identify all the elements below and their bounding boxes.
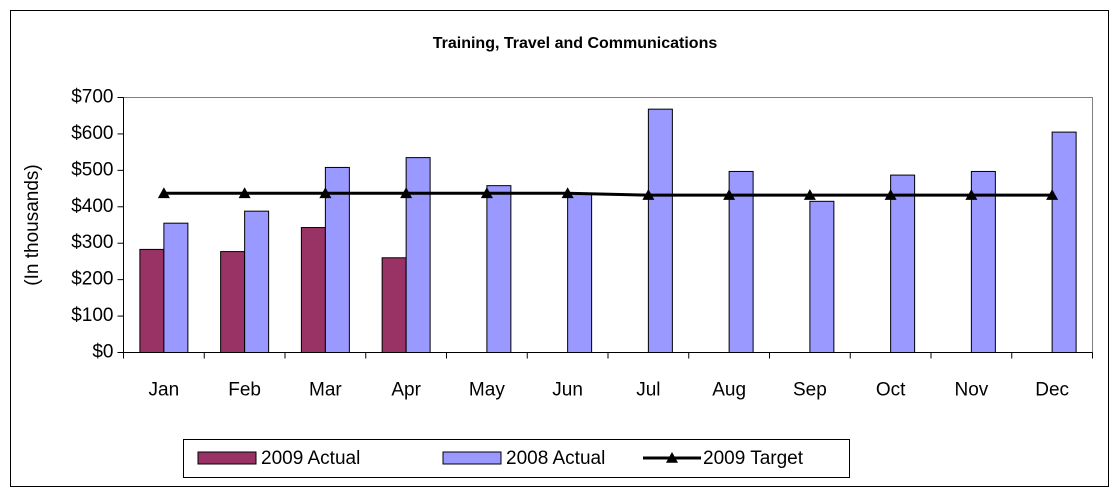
legend <box>183 439 850 478</box>
y-tick-label: $600 <box>71 123 113 144</box>
legend-swatch <box>197 451 257 465</box>
line <box>163 191 1053 197</box>
bar <box>809 200 835 353</box>
bar <box>381 257 407 353</box>
bar <box>220 251 246 353</box>
x-tick-label: Aug <box>712 380 746 401</box>
marker <box>884 189 897 200</box>
bar <box>970 170 996 353</box>
x-tick-label: Oct <box>876 380 906 401</box>
chart-title: Training, Travel and Communications <box>433 35 718 52</box>
bar <box>300 227 326 353</box>
x-tick-label: Jul <box>636 380 660 401</box>
legend-swatch <box>442 451 502 465</box>
bar <box>244 210 270 353</box>
marker <box>157 187 170 199</box>
bar <box>324 166 350 353</box>
x-tick-label: Nov <box>954 380 988 401</box>
bar <box>486 185 512 353</box>
marker <box>400 187 413 199</box>
y-tick-label: $0 <box>92 342 113 363</box>
bar <box>647 108 673 353</box>
bar <box>405 157 431 353</box>
y-tick-label: $300 <box>71 232 113 253</box>
bar <box>139 248 165 354</box>
x-tick-label: May <box>469 380 505 401</box>
bar <box>890 174 916 353</box>
marker <box>1046 189 1059 200</box>
bar <box>163 222 189 353</box>
bar <box>567 193 593 353</box>
marker <box>723 189 736 200</box>
x-tick-label: Jun <box>552 380 583 401</box>
y-axis-label: (In thousands) <box>22 164 43 285</box>
y-tick-label: $100 <box>71 305 113 326</box>
bar <box>1051 131 1077 353</box>
marker <box>642 189 655 200</box>
legend-marker <box>666 452 678 463</box>
x-tick-label: Feb <box>228 380 261 401</box>
marker <box>319 187 332 199</box>
x-tick-label: Mar <box>309 380 342 401</box>
legend-label: 2009 Target <box>703 448 804 469</box>
y-tick-label: $200 <box>71 269 113 290</box>
x-tick-label: Apr <box>391 380 421 401</box>
marker <box>965 189 978 200</box>
x-tick-label: Jan <box>149 380 180 401</box>
marker <box>803 189 816 200</box>
plot-area <box>123 97 1093 353</box>
y-tick-label: $400 <box>71 196 113 217</box>
legend-label: 2008 Actual <box>506 448 605 469</box>
x-tick-label: Dec <box>1035 380 1069 401</box>
bar <box>728 170 754 353</box>
x-tick-label: Sep <box>793 380 827 401</box>
marker <box>480 187 493 199</box>
legend-label: 2009 Actual <box>261 448 360 469</box>
y-tick-label: $500 <box>71 159 113 180</box>
marker <box>561 187 574 199</box>
y-tick-label: $700 <box>71 87 113 108</box>
marker <box>238 187 251 199</box>
